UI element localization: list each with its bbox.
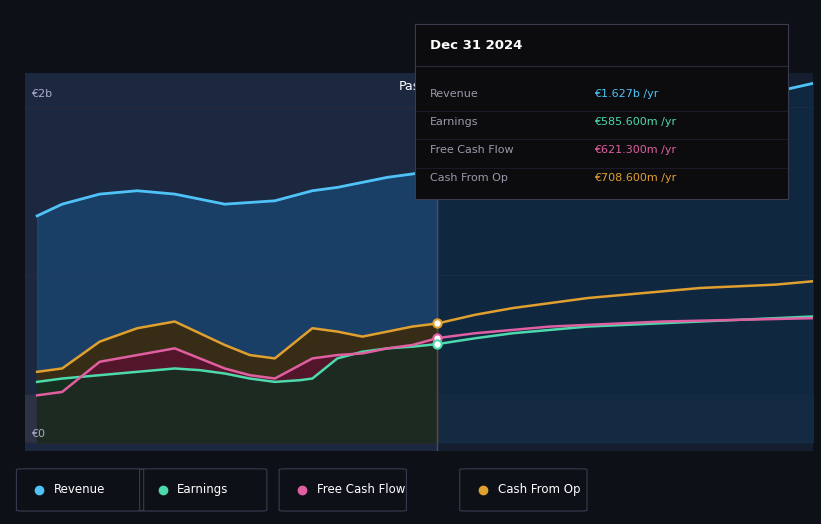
Text: €0: €0	[31, 429, 45, 439]
Text: €1.627b /yr: €1.627b /yr	[594, 89, 658, 99]
Text: Revenue: Revenue	[429, 89, 479, 99]
Text: €621.300m /yr: €621.300m /yr	[594, 145, 676, 155]
Text: Cash From Op: Cash From Op	[498, 484, 580, 496]
Text: Dec 31 2024: Dec 31 2024	[429, 39, 522, 52]
Text: €708.600m /yr: €708.600m /yr	[594, 173, 677, 183]
Text: Revenue: Revenue	[54, 484, 106, 496]
Text: €2b: €2b	[31, 89, 52, 99]
Text: Free Cash Flow: Free Cash Flow	[429, 145, 513, 155]
Text: Analysts Forecasts: Analysts Forecasts	[450, 81, 566, 93]
Text: Free Cash Flow: Free Cash Flow	[317, 484, 406, 496]
Bar	[25, 73, 438, 451]
Bar	[438, 73, 813, 451]
Text: Earnings: Earnings	[429, 117, 478, 127]
Text: Past: Past	[399, 81, 425, 93]
Text: Cash From Op: Cash From Op	[429, 173, 507, 183]
Text: €585.600m /yr: €585.600m /yr	[594, 117, 676, 127]
Text: Earnings: Earnings	[177, 484, 229, 496]
